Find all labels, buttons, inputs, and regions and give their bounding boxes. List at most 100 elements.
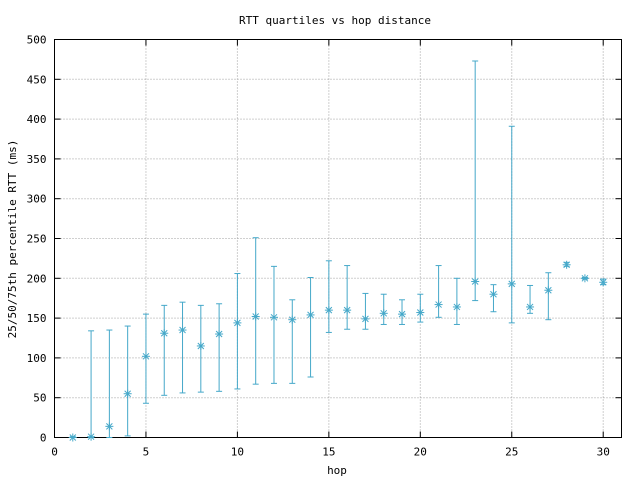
- chart-title: RTT quartiles vs hop distance: [239, 14, 431, 27]
- error-bar: [417, 293, 424, 323]
- marker-stroke: [526, 303, 534, 311]
- x-tick-label: 15: [322, 446, 335, 459]
- marker-stroke: [416, 309, 424, 316]
- error-bar: [344, 265, 351, 330]
- marker-stroke: [325, 306, 333, 314]
- x-tick-label: 20: [414, 446, 427, 459]
- error-bar: [545, 272, 552, 321]
- y-tick-label: 450: [27, 73, 47, 86]
- marker-stroke: [270, 313, 278, 321]
- x-tick-label: 25: [505, 446, 518, 459]
- median-point: [105, 422, 114, 431]
- error-bar: [216, 303, 223, 392]
- marker-stroke: [435, 301, 442, 308]
- marker-stroke: [197, 342, 205, 350]
- error-bar: [270, 265, 277, 384]
- x-tick-label: 0: [51, 446, 58, 459]
- y-tick-label: 400: [27, 113, 47, 126]
- marker-stroke: [362, 315, 369, 323]
- error-bar: [124, 325, 131, 437]
- marker-stroke: [307, 311, 314, 319]
- error-bar: [88, 330, 95, 438]
- marker-stroke: [179, 326, 186, 334]
- error-bar: [179, 301, 186, 394]
- median-point: [68, 433, 77, 442]
- x-tick-label: 5: [143, 446, 150, 459]
- axis-ticks: 0 50 100 150 200 250 300 350 400 450 500 0 5 10 15 20 25…: [27, 34, 622, 459]
- median-point: [416, 308, 425, 317]
- plot-frame: [54, 39, 622, 438]
- median-point: [233, 318, 242, 327]
- median-point: [251, 312, 260, 321]
- error-bar: [472, 60, 479, 302]
- marker-stroke: [124, 390, 132, 398]
- median-point: [507, 279, 516, 288]
- grid: [54, 39, 622, 438]
- median-point: [123, 389, 132, 398]
- marker-stroke: [563, 261, 570, 269]
- marker-stroke: [380, 309, 388, 317]
- median-point: [471, 277, 480, 286]
- median-point: [288, 315, 297, 324]
- marker-stroke: [544, 286, 552, 294]
- median-point: [87, 432, 96, 441]
- marker-stroke: [87, 433, 95, 441]
- marker-stroke: [234, 319, 241, 327]
- marker-stroke: [490, 290, 497, 298]
- y-tick-label: 50: [33, 392, 46, 405]
- median-point: [269, 313, 278, 322]
- error-bar: [453, 277, 460, 325]
- median-point: [580, 274, 589, 283]
- y-tick-label: 0: [40, 432, 47, 445]
- marker-stroke: [215, 330, 223, 338]
- marker-stroke: [599, 278, 607, 286]
- marker-stroke: [343, 306, 351, 314]
- marker-stroke: [508, 280, 516, 288]
- median-point: [324, 306, 333, 315]
- median-point: [141, 352, 150, 361]
- median-point: [544, 286, 553, 295]
- y-tick-label: 250: [27, 233, 47, 246]
- error-bar: [289, 299, 296, 384]
- median-point: [343, 306, 352, 315]
- error-bar: [508, 125, 515, 324]
- error-bar: [252, 237, 259, 385]
- x-tick-label: 10: [231, 446, 244, 459]
- median-point: [178, 326, 187, 335]
- marker-stroke: [471, 278, 479, 285]
- marker-stroke: [453, 303, 461, 311]
- median-point: [361, 314, 370, 323]
- median-point: [398, 310, 407, 319]
- median-point: [526, 302, 535, 311]
- marker-stroke: [398, 310, 406, 318]
- median-point: [215, 330, 224, 339]
- median-point: [306, 310, 315, 319]
- marker-stroke: [106, 423, 113, 430]
- y-axis-label: 25/50/75th percentile RTT (ms): [6, 140, 19, 339]
- y-tick-label: 350: [27, 153, 47, 166]
- marker-stroke: [142, 352, 150, 360]
- data-layer: [68, 60, 608, 442]
- marker-stroke: [69, 434, 77, 441]
- y-tick-label: 200: [27, 272, 47, 285]
- median-point: [452, 302, 461, 311]
- error-bar: [325, 260, 332, 333]
- y-tick-label: 300: [27, 193, 47, 206]
- x-tick-label: 30: [597, 446, 610, 459]
- error-bar: [362, 292, 369, 330]
- error-bar: [234, 273, 241, 390]
- median-point: [379, 309, 388, 318]
- marker-stroke: [160, 329, 168, 337]
- y-tick-label: 150: [27, 312, 47, 325]
- x-axis-label: hop: [327, 464, 347, 477]
- median-point: [562, 260, 571, 269]
- error-bar: [307, 277, 314, 378]
- marker-stroke: [252, 313, 260, 320]
- error-bar: [106, 329, 113, 438]
- error-bar: [435, 265, 442, 318]
- median-point: [160, 329, 169, 338]
- median-point: [599, 278, 608, 287]
- y-tick-label: 500: [27, 34, 47, 47]
- median-point: [489, 290, 498, 299]
